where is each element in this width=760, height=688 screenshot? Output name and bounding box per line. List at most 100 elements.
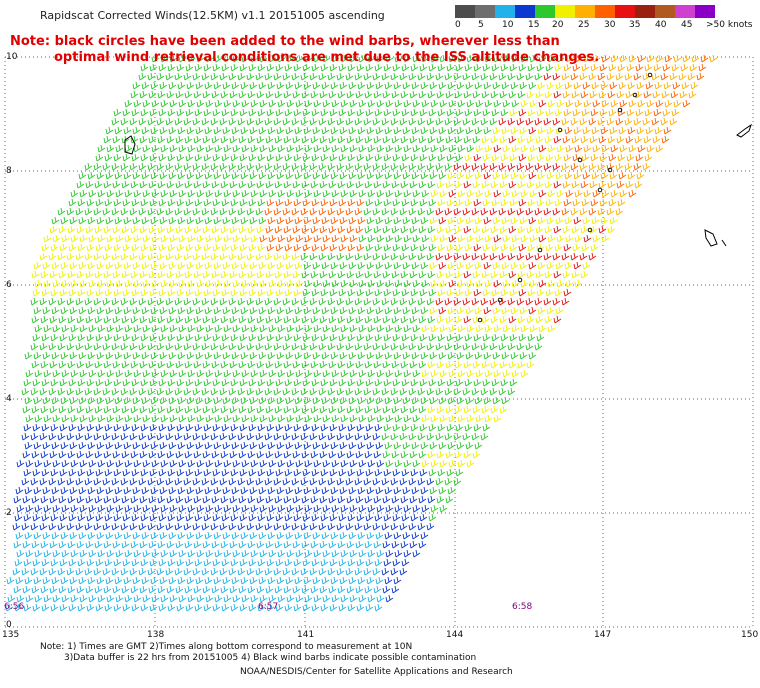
wind-barb	[510, 81, 519, 90]
wind-barb	[204, 81, 213, 90]
wind-barb	[205, 369, 214, 378]
wind-barb	[88, 414, 97, 423]
wind-barb	[300, 567, 309, 576]
wind-barb	[76, 405, 85, 414]
wind-barb	[517, 315, 526, 324]
wind-barb	[372, 522, 381, 531]
wind-barb	[366, 486, 375, 495]
wind-barb	[411, 531, 420, 540]
wind-barb	[259, 549, 268, 558]
wind-barb	[293, 153, 302, 162]
wind-barb	[331, 594, 340, 603]
wind-barb	[241, 504, 250, 513]
wind-barb	[545, 288, 554, 297]
wind-barb	[437, 288, 446, 297]
wind-barb	[230, 288, 239, 297]
wind-barb	[78, 486, 87, 495]
wind-barb	[654, 126, 663, 135]
wind-barb	[50, 603, 59, 612]
wind-barb	[95, 243, 104, 252]
wind-barb	[195, 306, 204, 315]
wind-barb	[293, 288, 302, 297]
wind-barb	[201, 477, 210, 486]
wind-barb	[113, 153, 122, 162]
wind-barb	[23, 558, 32, 567]
wind-barb	[394, 189, 403, 198]
wind-barb	[590, 243, 599, 252]
wind-barb	[698, 63, 707, 72]
wind-barb	[277, 369, 286, 378]
wind-barb	[132, 171, 141, 180]
wind-barb	[285, 441, 294, 450]
wind-barb	[295, 189, 304, 198]
wind-barb	[32, 558, 41, 567]
wind-barb	[174, 252, 183, 261]
wind-barb	[393, 126, 402, 135]
wind-barb	[131, 108, 140, 117]
wind-barb	[547, 99, 556, 108]
wind-barb	[205, 414, 214, 423]
wind-barb	[392, 333, 401, 342]
wind-barb	[169, 369, 178, 378]
wind-barb	[168, 171, 177, 180]
wind-barb	[130, 315, 139, 324]
wind-barb	[516, 252, 525, 261]
wind-barb	[257, 153, 266, 162]
wind-barb	[194, 108, 203, 117]
wind-barb	[480, 387, 489, 396]
wind-barb	[250, 549, 259, 558]
wind-barb	[75, 207, 84, 216]
wind-barb	[159, 216, 168, 225]
wind-barb	[348, 216, 357, 225]
wind-barb	[214, 594, 223, 603]
wind-barb	[392, 468, 401, 477]
wind-barb	[121, 405, 130, 414]
wind-barb	[138, 207, 147, 216]
wind-barb	[682, 99, 691, 108]
wind-barb	[463, 135, 472, 144]
wind-barb	[256, 585, 265, 594]
wind-barb	[671, 108, 680, 117]
wind-barb	[349, 369, 358, 378]
wind-barb	[123, 216, 132, 225]
wind-barb	[67, 225, 76, 234]
wind-barb	[141, 351, 150, 360]
wind-barb	[543, 297, 552, 306]
wind-barb	[222, 576, 231, 585]
wind-barb	[300, 387, 309, 396]
wind-barb	[636, 126, 645, 135]
wind-barb	[88, 324, 97, 333]
wind-barb	[138, 387, 147, 396]
wind-barb	[256, 495, 265, 504]
wind-barb	[391, 540, 400, 549]
wind-barb	[102, 477, 111, 486]
wind-barb	[266, 288, 275, 297]
wind-barb	[520, 369, 529, 378]
wind-barb	[402, 441, 411, 450]
wind-barb	[588, 252, 597, 261]
wind-barb	[193, 180, 202, 189]
wind-barb	[273, 387, 282, 396]
wind-barb	[286, 324, 295, 333]
wind-barb	[445, 450, 454, 459]
wind-barb	[500, 108, 509, 117]
wind-barb	[385, 414, 394, 423]
wind-barb	[150, 486, 159, 495]
wind-barb	[499, 90, 508, 99]
wind-barb	[484, 234, 493, 243]
wind-barb	[70, 549, 79, 558]
wind-barb	[408, 432, 417, 441]
wind-barb	[439, 99, 448, 108]
wind-barb	[464, 423, 473, 432]
wind-barb	[78, 441, 87, 450]
wind-barb	[453, 297, 462, 306]
contamination-circle	[617, 107, 623, 113]
wind-barb	[183, 432, 192, 441]
wind-barb	[228, 342, 237, 351]
wind-barb	[393, 261, 402, 270]
wind-barb	[49, 450, 58, 459]
wind-barb	[329, 108, 338, 117]
wind-barb	[601, 144, 610, 153]
wind-barb	[256, 180, 265, 189]
wind-barb	[355, 315, 364, 324]
